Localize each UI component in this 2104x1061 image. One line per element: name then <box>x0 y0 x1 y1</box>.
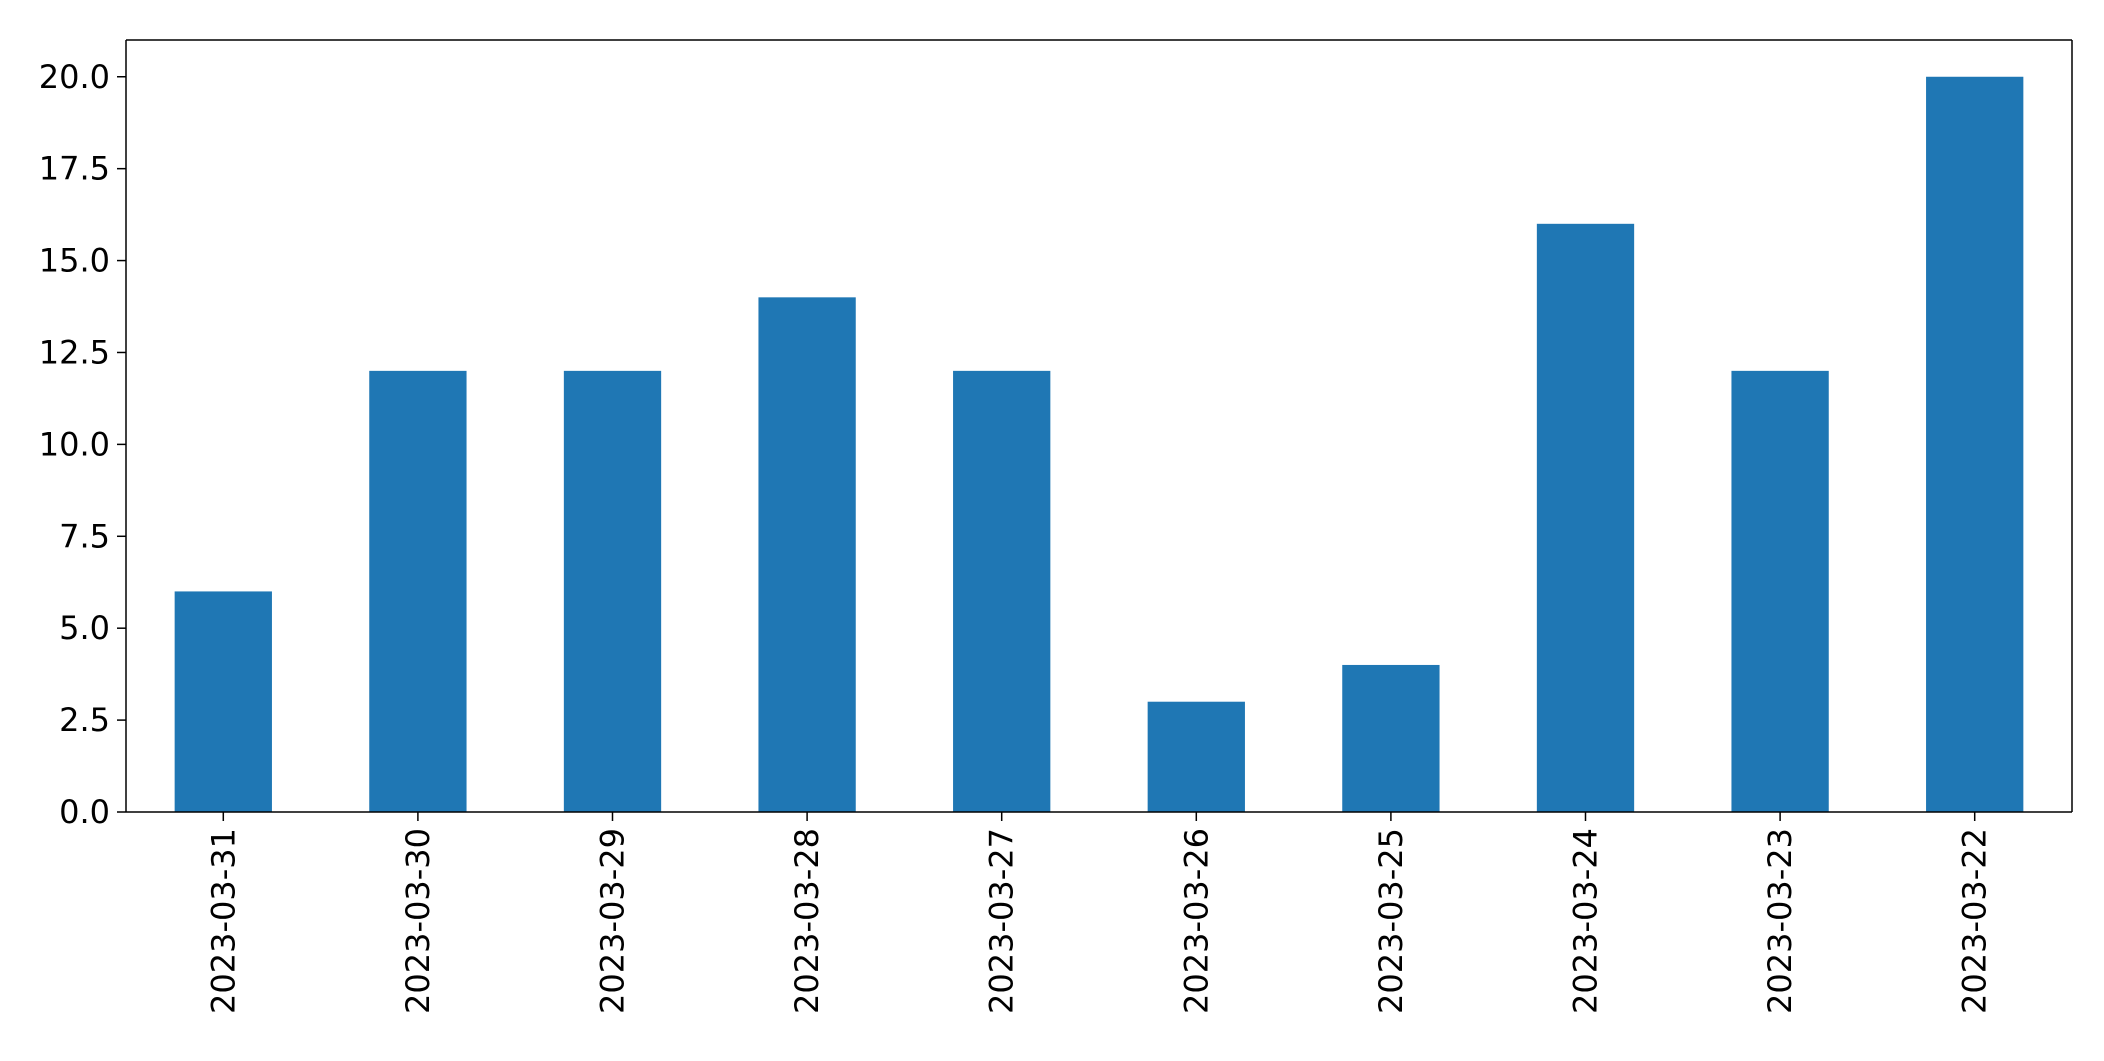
x-tick-label: 2023-03-25 <box>1372 828 1410 1014</box>
y-tick-label: 0.0 <box>59 793 110 831</box>
bar-2023-03-29 <box>563 370 662 812</box>
x-tick-label: 2023-03-28 <box>788 828 826 1014</box>
bar-2023-03-26 <box>1147 701 1245 812</box>
bar-2023-03-24 <box>1536 223 1635 813</box>
y-tick-label: 10.0 <box>39 425 110 463</box>
x-tick-label: 2023-03-30 <box>399 828 437 1014</box>
y-tick-label: 2.5 <box>59 701 110 739</box>
x-tick-label: 2023-03-27 <box>983 828 1021 1014</box>
y-tick-label: 15.0 <box>39 242 110 280</box>
x-tick-label: 2023-03-31 <box>204 828 242 1014</box>
bar-2023-03-25 <box>1342 664 1440 812</box>
x-tick-label: 2023-03-24 <box>1567 828 1605 1014</box>
y-tick-label: 7.5 <box>59 517 110 555</box>
x-tick-label: 2023-03-26 <box>1177 828 1215 1014</box>
x-tick-label: 2023-03-29 <box>594 828 632 1014</box>
ticks-group: 0.0 2.5 5.0 7.5 10.0 12.5 15.0 17.5 20.0 2023-03-… <box>39 58 1994 1014</box>
bar-2023-03-30 <box>369 370 467 812</box>
bar-2023-03-31 <box>174 591 272 812</box>
bar-2023-03-22 <box>1926 76 2024 812</box>
y-tick-label: 12.5 <box>39 333 110 371</box>
axes-group <box>125 39 2073 813</box>
bar-2023-03-23 <box>1731 370 1829 812</box>
bar-2023-03-28 <box>758 297 856 812</box>
bar-2023-03-27 <box>953 370 1051 812</box>
bars-group <box>174 76 2024 813</box>
y-tick-label: 20.0 <box>39 58 110 96</box>
x-tick-label: 2023-03-23 <box>1761 828 1799 1014</box>
y-tick-label: 5.0 <box>59 609 110 647</box>
y-tick-label: 17.5 <box>39 150 110 188</box>
x-tick-label: 2023-03-22 <box>1956 828 1994 1014</box>
